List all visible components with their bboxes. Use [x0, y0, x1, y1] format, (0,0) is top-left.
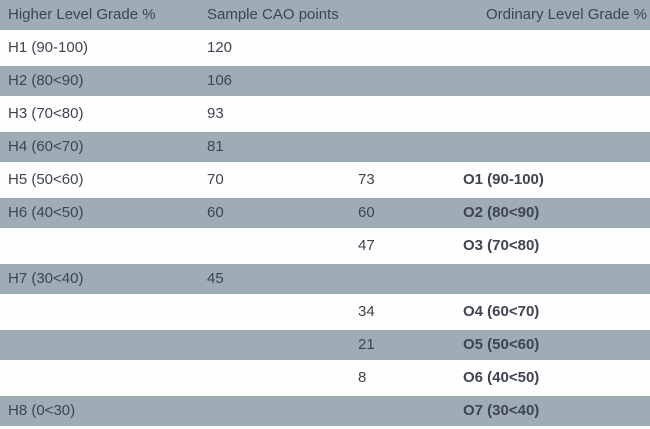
- cell-ordinary-cao: [350, 99, 458, 129]
- cell-ordinary-cao: [350, 264, 458, 294]
- cell-higher-cao: 93: [207, 105, 224, 122]
- cell-ordinary-cao: 47: [358, 237, 375, 254]
- cell-higher-grade: H2 (80<90): [8, 72, 84, 89]
- table-row: 21 O5 (50<60): [0, 330, 650, 363]
- cell-higher-cao: 45: [207, 270, 224, 287]
- table-row: 8 O6 (40<50): [0, 363, 650, 396]
- table-row: H6 (40<50) 60 60 O2 (80<90): [0, 198, 650, 231]
- table-row: H1 (90-100) 120: [0, 33, 650, 66]
- cell-ordinary-grade: O2 (80<90): [463, 204, 540, 221]
- cell-ordinary-grade: O6 (40<50): [463, 369, 540, 386]
- table-row: H5 (50<60) 70 73 O1 (90-100): [0, 165, 650, 198]
- table-header-row: Higher Level Grade % Sample CAO points O…: [0, 0, 650, 33]
- cell-ordinary-cao: 8: [358, 369, 367, 386]
- cell-ordinary-cao: 21: [358, 336, 375, 353]
- cell-ordinary-grade: O7 (30<40): [463, 402, 540, 419]
- cell-higher-cao: [200, 396, 350, 426]
- cell-higher-grade: [0, 231, 200, 261]
- cell-higher-cao: [200, 231, 350, 261]
- cell-higher-grade: H6 (40<50): [8, 204, 84, 221]
- table-row: 34 O4 (60<70): [0, 297, 650, 330]
- cell-higher-cao: [200, 363, 350, 393]
- table-row: H8 (0<30) O7 (30<40): [0, 396, 650, 429]
- header-higher-level-grade: Higher Level Grade %: [8, 6, 156, 23]
- cell-higher-grade: [0, 330, 200, 360]
- cell-higher-cao: 120: [207, 39, 233, 56]
- cell-higher-grade: [0, 363, 200, 393]
- cell-higher-cao: 70: [207, 171, 224, 188]
- cell-higher-grade: H8 (0<30): [8, 402, 76, 419]
- cell-higher-cao: [200, 297, 350, 327]
- cell-ordinary-cao: 60: [358, 204, 375, 221]
- cell-ordinary-cao: [350, 396, 458, 426]
- header-spacer: [350, 0, 458, 30]
- cell-higher-cao: [200, 330, 350, 360]
- cell-ordinary-grade: [458, 33, 650, 63]
- cell-higher-grade: H1 (90-100): [8, 39, 89, 56]
- cell-higher-cao: 81: [207, 138, 224, 155]
- cell-ordinary-cao: [350, 33, 458, 63]
- cell-ordinary-grade: [458, 264, 650, 294]
- cell-higher-grade: H4 (60<70): [8, 138, 84, 155]
- header-ordinary-level-grade: Ordinary Level Grade %: [486, 6, 647, 23]
- cell-ordinary-grade: [458, 132, 650, 162]
- cell-higher-grade: [0, 297, 200, 327]
- cell-ordinary-cao: 34: [358, 303, 375, 320]
- table-row: 47 O3 (70<80): [0, 231, 650, 264]
- cell-ordinary-cao: 73: [358, 171, 375, 188]
- cell-higher-grade: H5 (50<60): [8, 171, 84, 188]
- cell-higher-cao: 60: [207, 204, 224, 221]
- cell-ordinary-grade: O3 (70<80): [463, 237, 540, 254]
- table-row: H4 (60<70) 81: [0, 132, 650, 165]
- cell-ordinary-grade: O5 (50<60): [463, 336, 540, 353]
- cell-ordinary-cao: [350, 66, 458, 96]
- cell-higher-cao: 106: [207, 72, 233, 89]
- cell-ordinary-grade: O4 (60<70): [463, 303, 540, 320]
- cell-higher-grade: H7 (30<40): [8, 270, 84, 287]
- cell-ordinary-cao: [350, 132, 458, 162]
- table-row: H3 (70<80) 93: [0, 99, 650, 132]
- cell-ordinary-grade: O1 (90-100): [463, 171, 544, 188]
- cell-ordinary-grade: [458, 66, 650, 96]
- cell-higher-grade: H3 (70<80): [8, 105, 84, 122]
- cell-ordinary-grade: [458, 99, 650, 129]
- header-sample-cao-points: Sample CAO points: [207, 6, 339, 23]
- table-row: H2 (80<90) 106: [0, 66, 650, 99]
- table-row: H7 (30<40) 45: [0, 264, 650, 297]
